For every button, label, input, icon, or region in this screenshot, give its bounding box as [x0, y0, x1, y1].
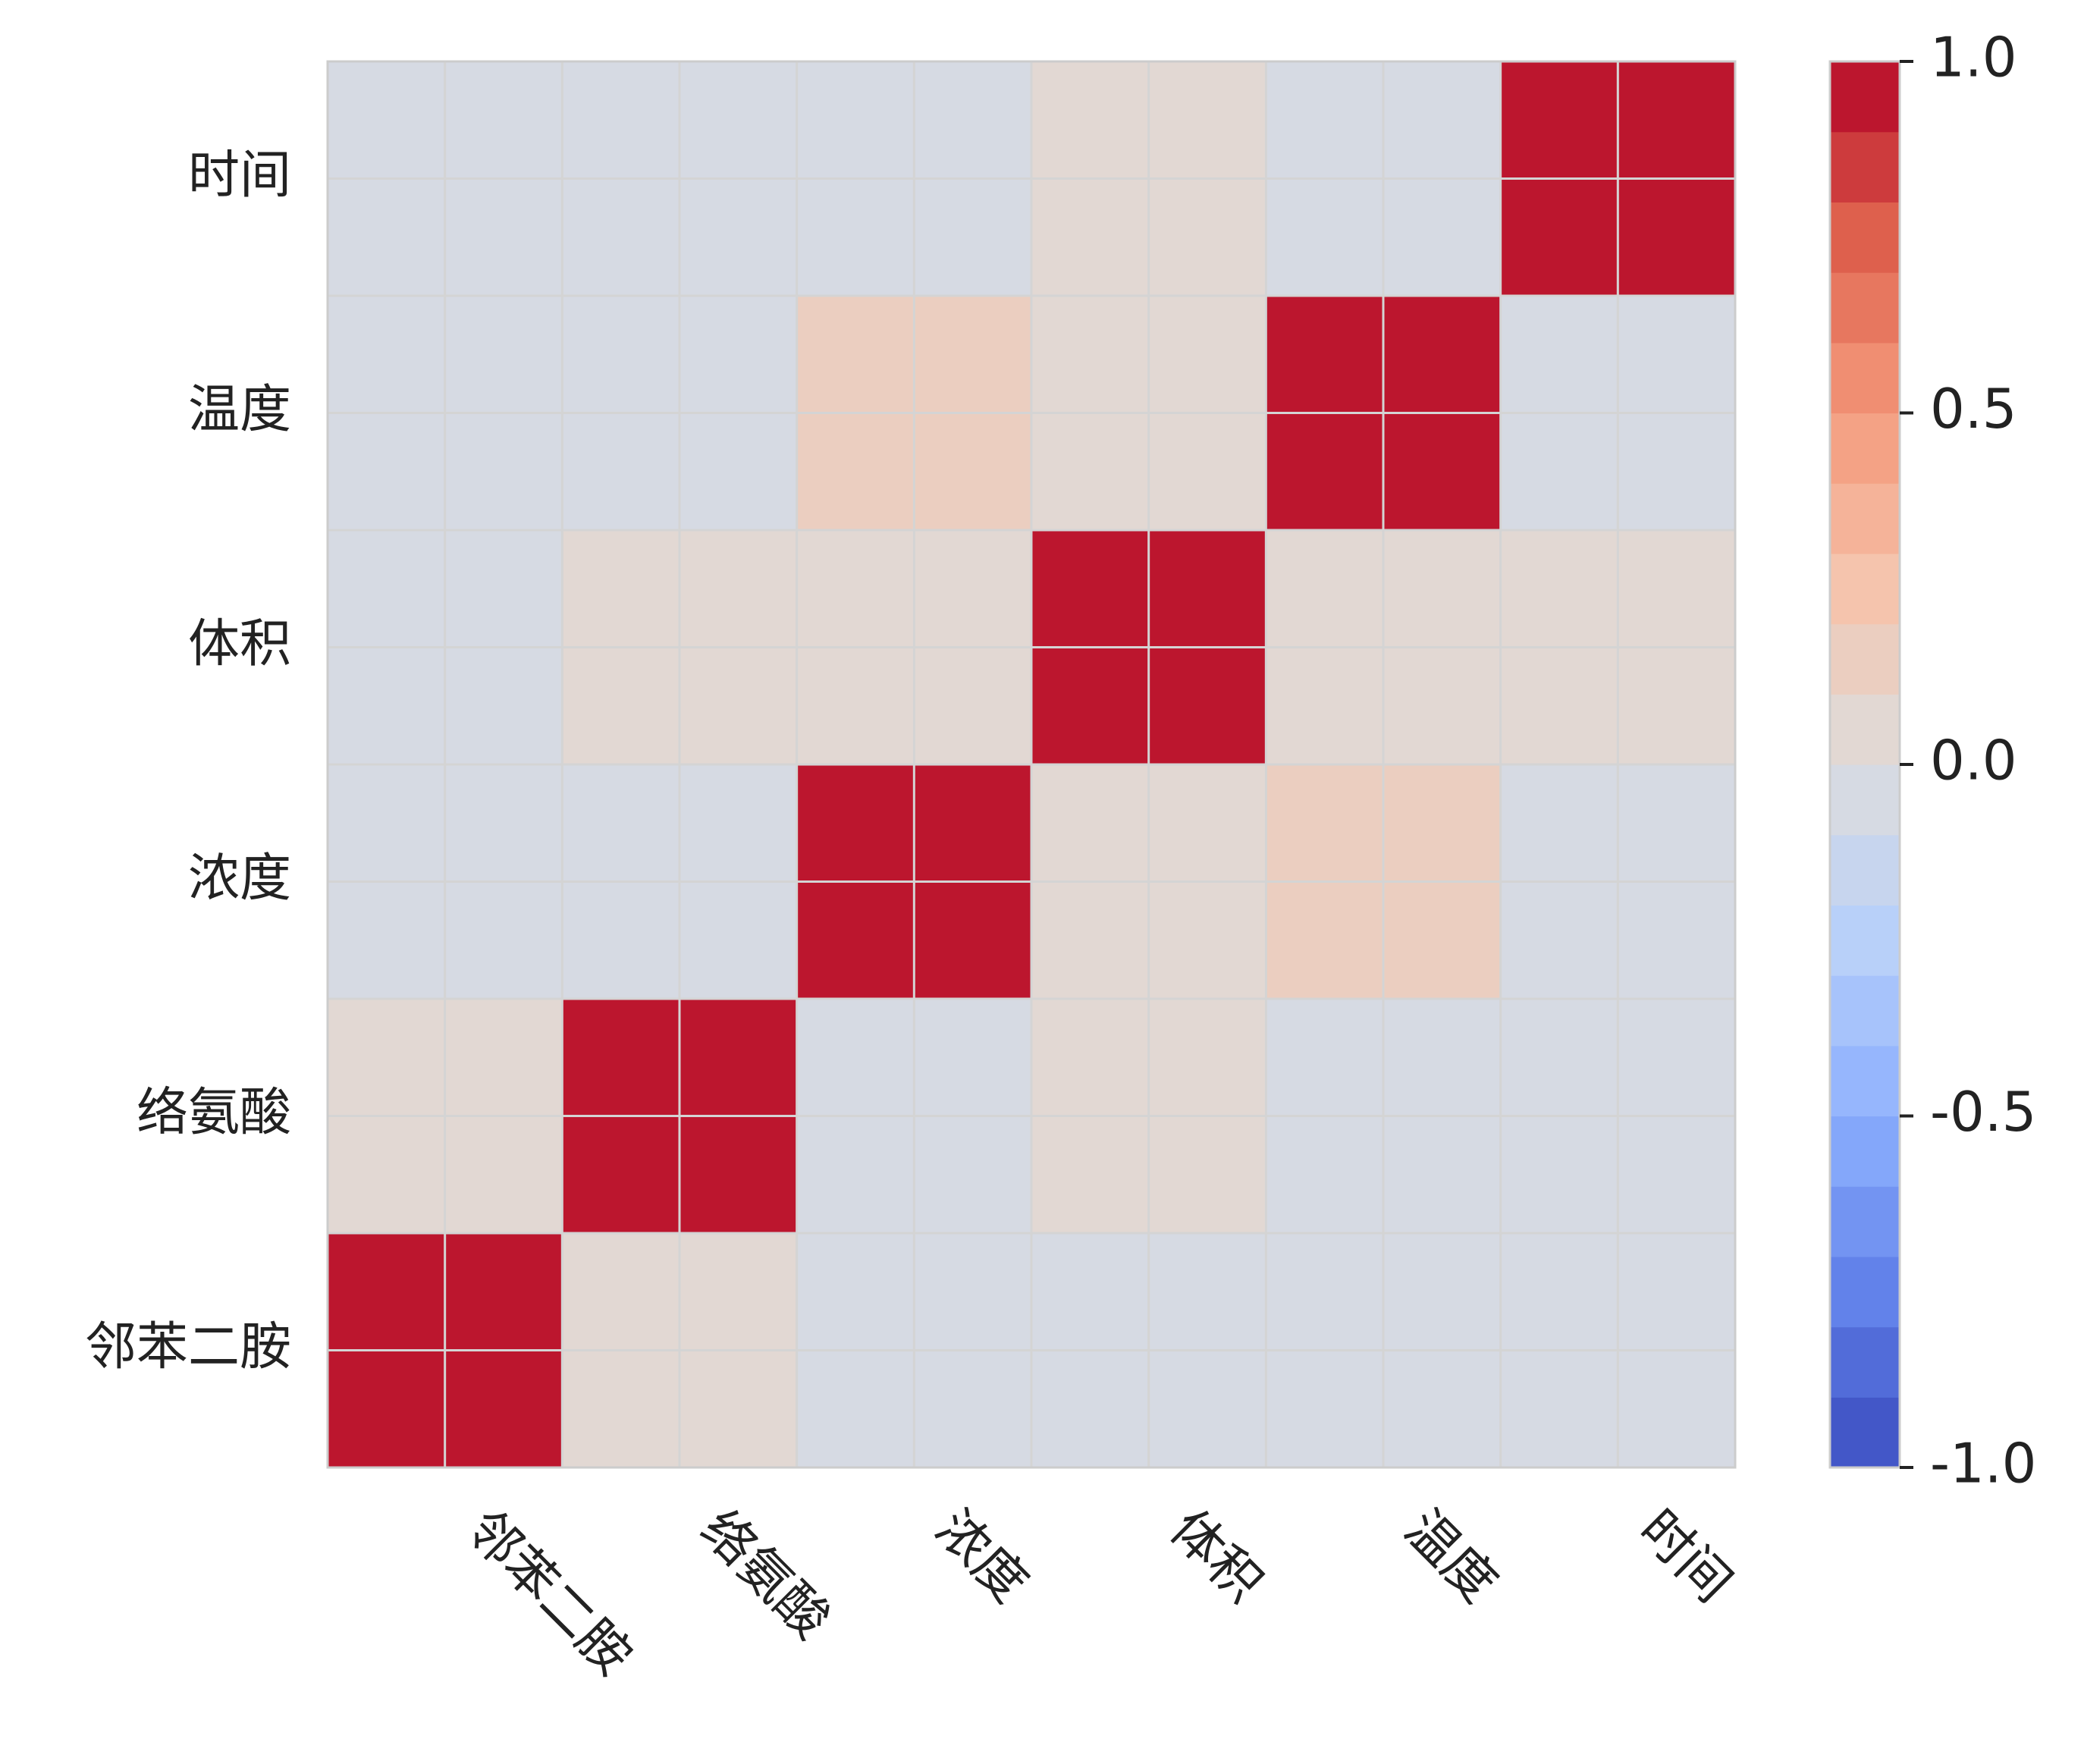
- colorbar-segment: [1830, 1045, 1900, 1117]
- colorbar: [1828, 60, 1901, 1469]
- y-tick-label: 浓度: [188, 849, 291, 909]
- colorbar-segment: [1830, 553, 1900, 625]
- colorbar-segment: [1830, 975, 1900, 1047]
- y-tick-label: 温度: [188, 380, 291, 440]
- colorbar-ticks: 1.0 0.5 0.0 -0.5 -1.0: [1900, 26, 2036, 1496]
- y-tick-label: 体积: [188, 614, 291, 674]
- y-tick-label: 时间: [188, 146, 291, 206]
- colorbar-segment: [1830, 202, 1900, 273]
- colorbar-segment: [1830, 131, 1900, 202]
- colorbar-segment: [1830, 764, 1900, 836]
- colorbar-segment: [1830, 623, 1900, 695]
- heatmap-grid: [328, 61, 1735, 1467]
- colorbar-segment: [1830, 694, 1900, 765]
- colorbar-segment: [1830, 413, 1900, 484]
- colorbar-segment: [1830, 905, 1900, 976]
- colorbar-tick-label: 0.0: [1930, 729, 2017, 793]
- colorbar-segment: [1830, 1326, 1900, 1398]
- colorbar-segment: [1830, 483, 1900, 554]
- colorbar-segment: [1830, 1256, 1900, 1328]
- colorbar-segment: [1830, 1186, 1900, 1257]
- colorbar-tick-label: 1.0: [1930, 26, 2017, 89]
- colorbar-segment: [1830, 61, 1900, 133]
- colorbar-tick-label: -0.5: [1930, 1080, 2036, 1144]
- colorbar-segment: [1830, 1397, 1900, 1468]
- colorbar-segment: [1830, 1116, 1900, 1187]
- colorbar-segment: [1830, 342, 1900, 414]
- y-tick-label: 邻苯二胺: [85, 1317, 291, 1377]
- colorbar-segment: [1830, 834, 1900, 906]
- plot-frame: [326, 60, 1737, 1469]
- y-tick-label: 络氨酸: [137, 1083, 291, 1143]
- colorbar-tick-label: 0.5: [1930, 377, 2017, 441]
- colorbar-segment: [1830, 272, 1900, 344]
- colorbar-tick-label: -1.0: [1930, 1432, 2036, 1496]
